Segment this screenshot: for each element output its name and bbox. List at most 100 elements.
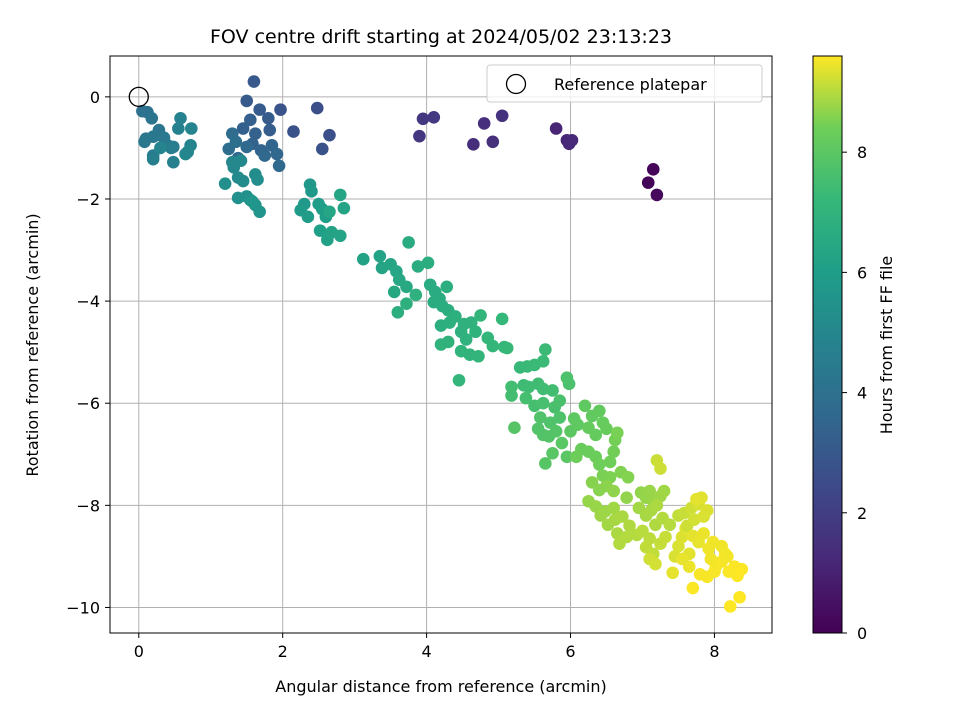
data-point [508, 421, 521, 435]
data-point [474, 309, 487, 322]
data-point [240, 140, 254, 154]
data-point [440, 280, 454, 294]
data-point [505, 380, 518, 394]
colorbar-ticks: 0 2 4 6 8 [842, 143, 867, 643]
legend: Reference platepar [486, 64, 763, 103]
data-point [690, 492, 703, 506]
data-point [244, 113, 257, 127]
data-point [427, 110, 441, 124]
data-point [578, 399, 592, 413]
data-point [315, 142, 329, 156]
data-point [623, 519, 636, 533]
legend-marker-reference [505, 73, 527, 95]
data-point [620, 491, 633, 504]
data-point [641, 176, 655, 189]
data-point [555, 436, 569, 450]
data-point [305, 185, 318, 198]
data-point [686, 581, 700, 595]
data-point [323, 205, 336, 219]
data-point [536, 382, 550, 396]
data-point [486, 135, 500, 149]
data-point [562, 137, 576, 151]
data-point [400, 297, 413, 310]
data-point [589, 428, 603, 442]
data-point [733, 590, 746, 604]
data-point [643, 484, 656, 498]
data-point [610, 426, 624, 440]
data-point [600, 422, 613, 436]
data-point [333, 229, 347, 243]
data-point [154, 141, 167, 155]
data-point [539, 343, 552, 356]
data-point [247, 75, 261, 88]
data-point [287, 125, 300, 138]
data-point [469, 325, 482, 339]
data-point [146, 152, 160, 166]
data-point [236, 174, 250, 188]
data-point [400, 280, 413, 294]
data-point [477, 117, 491, 130]
data-point [708, 565, 721, 579]
data-point [234, 154, 248, 167]
colorbar-tick-label: 8 [857, 143, 867, 162]
data-point [650, 499, 664, 512]
data-point [589, 500, 603, 513]
y-axis-label: Rotation from reference (arcmin) [23, 213, 42, 476]
data-point [560, 450, 574, 464]
data-point [313, 224, 327, 237]
data-point [593, 458, 606, 471]
x-tick-label: 8 [709, 642, 719, 661]
reference-platepar-marker [128, 86, 149, 107]
data-point [467, 138, 480, 151]
colorbar-label: Hours from first FF file [877, 256, 896, 435]
data-point [553, 411, 567, 424]
data-point [666, 566, 679, 580]
data-point [549, 425, 563, 438]
data-point [649, 557, 662, 571]
data-point [270, 147, 284, 161]
data-point [146, 130, 160, 143]
data-points [128, 75, 749, 613]
data-point [735, 562, 749, 576]
y-tick-label: −2 [76, 190, 100, 209]
data-point [416, 112, 430, 126]
x-tick-label: 0 [134, 642, 144, 661]
chart-title: FOV centre drift starting at 2024/05/02 … [210, 26, 672, 48]
data-point [218, 177, 232, 190]
data-point [337, 201, 351, 215]
x-axis-label: Angular distance from reference (arcmin) [275, 677, 606, 696]
y-tick-label: 0 [90, 88, 100, 107]
data-point [333, 188, 347, 202]
data-point [569, 450, 583, 464]
data-point [258, 149, 272, 162]
data-point [715, 539, 728, 553]
data-point [663, 518, 677, 532]
data-point [229, 135, 243, 149]
data-point [594, 509, 608, 522]
data-point [620, 530, 633, 544]
data-point [402, 236, 415, 249]
data-point [621, 470, 635, 484]
data-point [356, 252, 370, 266]
data-point [697, 527, 710, 540]
data-point [236, 122, 250, 135]
data-point [549, 122, 563, 135]
y-tick-label: −10 [66, 598, 100, 617]
data-point [459, 333, 473, 346]
data-point [167, 155, 180, 169]
colorbar-gradient [812, 55, 843, 634]
plot-frame [109, 55, 773, 634]
data-point [387, 285, 401, 299]
data-point [571, 418, 585, 431]
x-tick-label: 2 [278, 642, 288, 661]
data-point [272, 159, 286, 173]
data-point [449, 310, 462, 323]
colorbar-tick-label: 2 [857, 504, 867, 523]
data-point [452, 373, 466, 387]
data-point [310, 101, 324, 115]
data-point [607, 445, 620, 459]
data-point [246, 195, 259, 208]
data-point [616, 510, 629, 523]
colorbar-tick-label: 6 [857, 263, 867, 282]
data-point [164, 141, 178, 155]
